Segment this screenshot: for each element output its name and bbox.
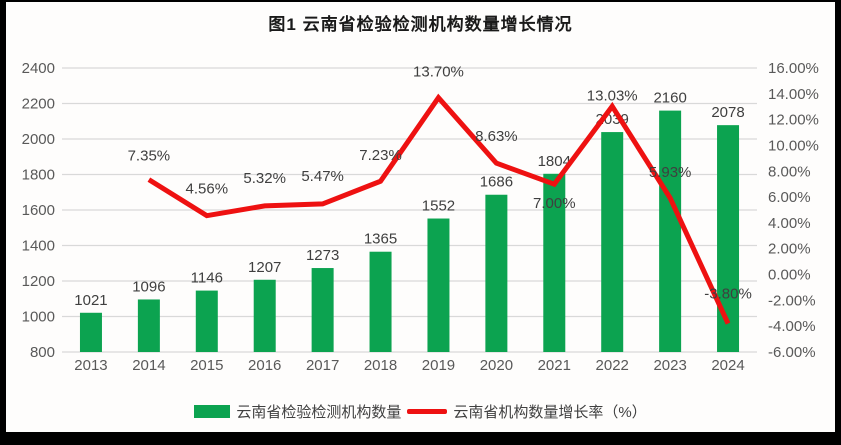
chart-canvas: 2400 2200 2000 1800 1600 1400 1200 1000 800 16.00… — [6, 2, 835, 432]
axis-tick-left: 1000 — [22, 309, 55, 326]
bar — [659, 110, 682, 352]
line-point-label: 7.00% — [533, 195, 576, 212]
axis-tick-x: 2016 — [248, 357, 281, 374]
bar-value-label: 1096 — [132, 278, 165, 295]
bar — [137, 299, 160, 352]
bar — [543, 173, 566, 352]
axis-tick-x: 2017 — [306, 357, 339, 374]
legend-bars-label: 云南省检验检测机构数量 — [236, 404, 402, 421]
bar — [79, 312, 102, 352]
bar-value-label: 1686 — [480, 174, 513, 191]
axis-tick-right: 12.00% — [768, 112, 819, 129]
axis-tick-x: 2023 — [653, 357, 686, 374]
axis-tick-x: 2014 — [132, 357, 165, 374]
growth-line — [147, 93, 731, 325]
bar — [195, 290, 218, 352]
bar — [369, 251, 392, 352]
bar-value-label: 1273 — [306, 247, 339, 264]
axis-tick-right: 8.00% — [768, 163, 811, 180]
line-point-label: 4.56% — [186, 181, 229, 198]
line-point-label: 5.32% — [243, 170, 286, 187]
axis-tick-left: 2000 — [22, 131, 55, 148]
axis-tick-left: 2400 — [22, 60, 55, 77]
bar-swatch-icon — [194, 405, 231, 418]
axis-tick-right: 14.00% — [768, 86, 819, 103]
bar — [311, 268, 334, 352]
axis-tick-x: 2019 — [422, 357, 455, 374]
line-point-label: 7.23% — [359, 147, 402, 164]
axis-tick-x: 2015 — [190, 357, 223, 374]
axis-tick-right: 16.00% — [768, 60, 819, 77]
bar — [601, 132, 624, 352]
bar — [485, 194, 508, 352]
line-swatch-icon — [407, 409, 448, 414]
axis-tick-right: 0.00% — [768, 267, 811, 284]
bar — [427, 218, 450, 352]
chart-title: 图1 云南省检验检测机构数量增长情况 — [268, 15, 573, 34]
axis-tick-right: -6.00% — [768, 344, 816, 361]
axis-tick-left: 800 — [30, 344, 55, 361]
line-point-label: 5.93% — [649, 164, 692, 181]
axis-tick-right: 2.00% — [768, 241, 811, 258]
chart-area: 2400 2200 2000 1800 1600 1400 1200 1000 800 16.00… — [6, 2, 835, 432]
bar-value-label: 1804 — [538, 153, 571, 170]
axis-tick-right: -2.00% — [768, 292, 816, 309]
bar-value-label: 2160 — [653, 90, 686, 107]
axis-tick-x: 2021 — [538, 357, 571, 374]
bar-value-label: 1146 — [191, 270, 223, 287]
combo-chart-svg: 2400 2200 2000 1800 1600 1400 1200 1000 800 16.00… — [22, 60, 819, 374]
axis-tick-x: 2018 — [364, 357, 397, 374]
bar — [253, 279, 276, 352]
axis-tick-x: 2022 — [596, 357, 629, 374]
legend-line-label: 云南省机构数量增长率（%） — [453, 404, 647, 421]
axis-tick-left: 2200 — [22, 96, 55, 113]
axis-tick-left: 1400 — [22, 238, 55, 255]
axis-tick-x: 2020 — [480, 357, 513, 374]
line-point-label: 7.35% — [128, 148, 171, 165]
axis-tick-right: 6.00% — [768, 189, 811, 206]
axis-tick-left: 1600 — [22, 202, 55, 219]
axis-tick-right: 4.00% — [768, 215, 811, 232]
line-point-label: 5.47% — [301, 168, 344, 185]
legend-item-bars: 云南省检验检测机构数量 — [194, 401, 401, 422]
legend: 云南省检验检测机构数量 云南省机构数量增长率（%） — [6, 401, 835, 422]
line-point-label: 13.03% — [587, 87, 638, 104]
axis-tick-right: -4.00% — [768, 318, 816, 335]
bar-value-label: 2078 — [711, 104, 744, 121]
axis-tick-left: 1200 — [22, 273, 55, 290]
bar-value-label: 1021 — [74, 292, 107, 309]
axis-tick-x: 2013 — [74, 357, 107, 374]
line-point-label: 8.63% — [475, 128, 518, 145]
bar-value-label: 1207 — [248, 259, 281, 276]
bar-value-label: 1552 — [422, 198, 455, 215]
bar — [717, 125, 740, 352]
line-point-label: -3.80% — [704, 286, 752, 303]
bar-value-label: 1365 — [364, 231, 397, 248]
legend-item-line: 云南省机构数量增长率（%） — [407, 401, 647, 422]
axis-tick-x: 2024 — [711, 357, 744, 374]
axis-tick-left: 1800 — [22, 167, 55, 184]
axis-tick-right: 10.00% — [768, 137, 819, 154]
line-point-label: 13.70% — [413, 64, 464, 81]
